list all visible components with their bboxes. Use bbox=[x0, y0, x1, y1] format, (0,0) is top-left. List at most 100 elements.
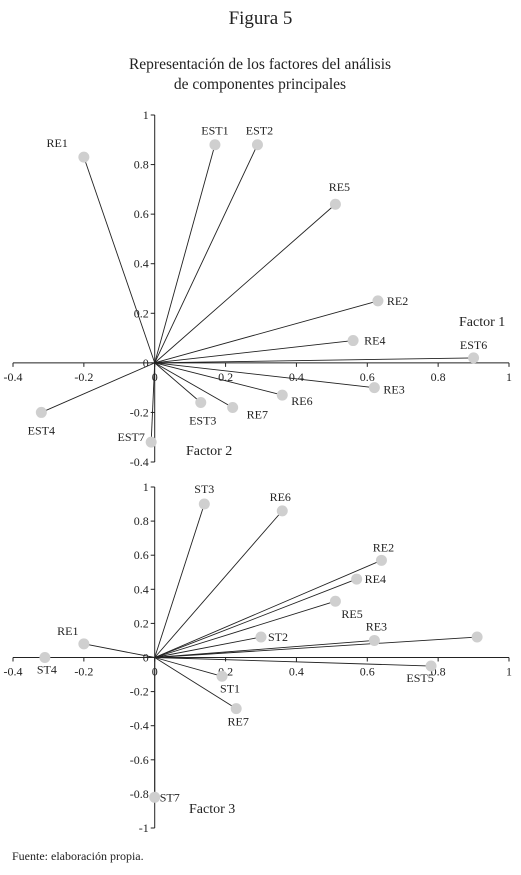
vector-line bbox=[154, 362, 202, 403]
point-label: EST2 bbox=[246, 124, 273, 138]
vector-line bbox=[154, 362, 233, 408]
data-point bbox=[368, 634, 380, 646]
data-point bbox=[251, 139, 263, 151]
x-tick-label: 0.4 bbox=[289, 665, 304, 679]
data-point bbox=[375, 554, 387, 566]
y-axis-label: Factor 2 bbox=[186, 444, 232, 459]
point-label: RE3 bbox=[383, 383, 404, 397]
point-label: RE1 bbox=[47, 136, 68, 150]
y-tick-label: -0.6 bbox=[130, 753, 149, 767]
point-label: ST7 bbox=[160, 790, 180, 804]
data-point bbox=[198, 498, 210, 510]
data-point bbox=[468, 352, 480, 364]
point-label: EST7 bbox=[117, 430, 144, 444]
x-tick-label: 0.2 bbox=[218, 370, 233, 384]
vector-line bbox=[154, 640, 375, 658]
chart-subtitle: Representación de los factores del análi… bbox=[90, 55, 430, 95]
x-tick-label: 1 bbox=[506, 665, 512, 679]
y-tick-label: -0.4 bbox=[130, 719, 149, 733]
point-label: EST3 bbox=[189, 414, 216, 428]
point-label: ST4 bbox=[37, 663, 57, 677]
point-label: RE1 bbox=[57, 624, 78, 638]
y-tick-label: 0.8 bbox=[134, 158, 149, 172]
vector-line bbox=[154, 578, 357, 658]
point-label: RE7 bbox=[228, 715, 249, 729]
data-point bbox=[276, 389, 288, 401]
point-label: RE4 bbox=[364, 334, 385, 348]
vector-line bbox=[154, 203, 336, 364]
vector-line bbox=[154, 657, 432, 667]
x-tick-label: 1 bbox=[506, 370, 512, 384]
point-label: RE5 bbox=[329, 180, 350, 194]
data-point bbox=[425, 660, 437, 672]
point-label: RE3 bbox=[366, 619, 387, 633]
point-label: ST3 bbox=[194, 482, 214, 496]
data-point bbox=[255, 631, 267, 643]
vector-line bbox=[154, 144, 216, 363]
y-tick-label: 0.6 bbox=[134, 207, 149, 221]
data-point bbox=[368, 382, 380, 394]
data-point bbox=[351, 573, 363, 585]
vector-line bbox=[154, 657, 237, 710]
point-label: RE6 bbox=[270, 490, 291, 504]
figure-title: Figura 5 bbox=[228, 8, 293, 29]
point-label: RE4 bbox=[365, 572, 386, 586]
vector-line bbox=[154, 362, 375, 389]
vector-line bbox=[83, 156, 156, 364]
data-point bbox=[347, 335, 359, 347]
vector-line bbox=[83, 643, 155, 658]
y-tick-label: -0.2 bbox=[130, 685, 149, 699]
data-point bbox=[329, 198, 341, 210]
point-label: EST1 bbox=[201, 124, 228, 138]
data-point bbox=[149, 791, 161, 803]
x-tick-label: -0.4 bbox=[4, 370, 23, 384]
data-point bbox=[227, 401, 239, 413]
vector-line bbox=[150, 362, 156, 443]
point-label: EST5 bbox=[406, 671, 433, 685]
y-tick-label: 0.2 bbox=[134, 616, 149, 630]
source-note: Fuente: elaboración propia. bbox=[12, 849, 144, 863]
y-tick-label: 0.2 bbox=[134, 306, 149, 320]
point-label: EST4 bbox=[28, 423, 55, 437]
data-point bbox=[216, 670, 228, 682]
y-tick-label: -1 bbox=[139, 821, 149, 835]
chart-factor-1-vs-3: -0.4-0.200.20.40.60.8110.80.60.40.20-0.2… bbox=[4, 480, 513, 835]
data-point bbox=[372, 295, 384, 307]
data-point bbox=[78, 638, 90, 650]
y-tick-label: -0.8 bbox=[130, 787, 149, 801]
data-point bbox=[276, 505, 288, 517]
y-tick-label: -0.4 bbox=[130, 455, 149, 469]
data-point bbox=[35, 406, 47, 418]
vector-line bbox=[154, 636, 478, 658]
x-tick-label: 0.4 bbox=[289, 370, 304, 384]
chart-factor-1-vs-2: -0.4 -0.2 0 0.2 0.4 0.6 0.8 1 1 0.8 0.6 0.4 0.2 0 -0.2… bbox=[4, 108, 513, 469]
vector-line bbox=[154, 657, 223, 677]
data-point bbox=[39, 652, 51, 663]
data-point bbox=[471, 631, 483, 643]
y-tick-label: -0.2 bbox=[130, 405, 149, 419]
point-label: RE6 bbox=[291, 394, 312, 408]
data-point bbox=[78, 151, 90, 163]
vector-line bbox=[154, 362, 283, 396]
vector-line bbox=[154, 144, 258, 364]
x-tick-label: 0.8 bbox=[431, 370, 446, 384]
y-tick-label: 1 bbox=[143, 480, 149, 494]
vector-line bbox=[154, 357, 474, 364]
point-label: RE5 bbox=[341, 607, 362, 621]
y-tick-label: 0.8 bbox=[134, 514, 149, 528]
data-point bbox=[209, 139, 221, 151]
point-label: RE2 bbox=[387, 294, 408, 308]
data-point bbox=[329, 595, 341, 607]
vector-line bbox=[41, 362, 155, 413]
x-tick-label: -0.2 bbox=[74, 665, 93, 679]
x-tick-label: -0.2 bbox=[74, 370, 93, 384]
vector-line bbox=[154, 636, 262, 658]
vector-line bbox=[154, 300, 379, 364]
x-tick-label: -0.4 bbox=[4, 665, 23, 679]
point-label: ST1 bbox=[220, 681, 240, 695]
vector-line bbox=[154, 510, 283, 658]
data-point bbox=[145, 436, 157, 448]
point-label: RE2 bbox=[373, 540, 394, 554]
y-tick-label: 0 bbox=[143, 356, 149, 370]
